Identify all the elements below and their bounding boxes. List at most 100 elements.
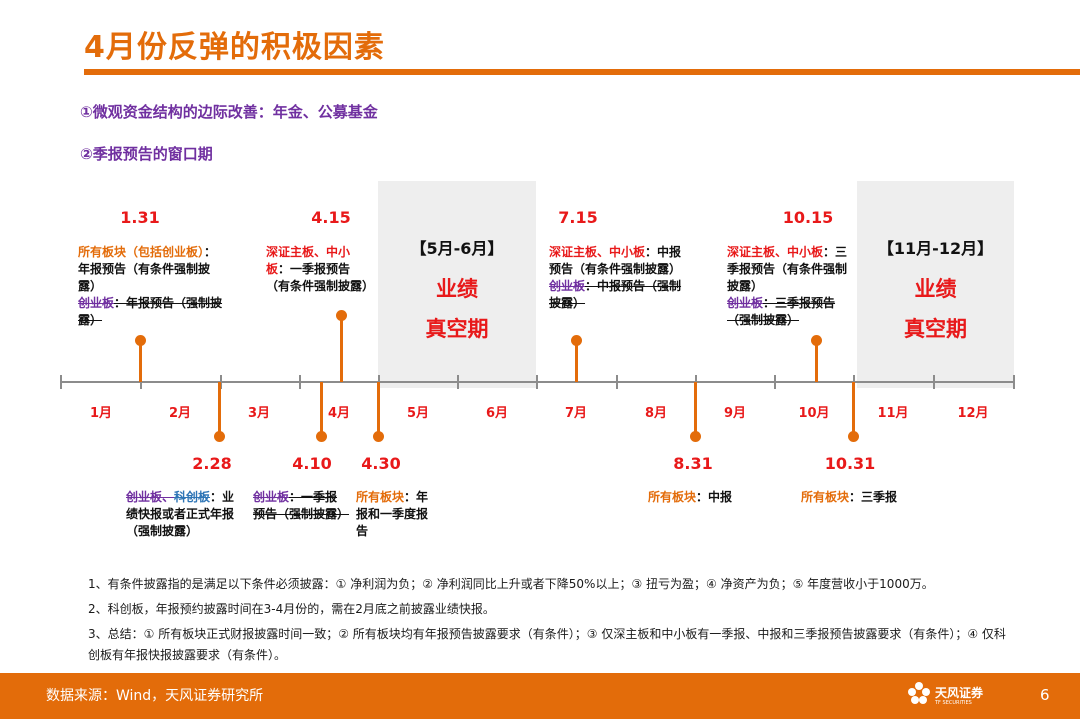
note-text: ：中报预告（有条件强制披露） [549,245,682,276]
note-text: ：一季报预告（有条件强制披露） [266,262,375,293]
blank-period-label: 业绩 [914,277,957,301]
logo-subtext: TF SECURITIES [935,700,972,706]
note-text: ：三季报预告（有条件强制披露） [727,245,848,293]
marker-stem [694,382,697,435]
blank-period-label: 真空期 [425,317,489,341]
marker-dot [336,310,347,321]
note-text-struck: ：三季报预告（强制披露） [727,296,836,327]
month-label: 9月 [723,406,747,421]
marker-dot [214,431,225,442]
note-board-struck: 创业板、 [126,490,175,504]
note-board: 深证主板、中小板 [549,245,646,259]
axis-tick [140,375,142,389]
axis-tick [457,375,459,389]
blank-period-label: 真空期 [904,317,967,341]
month-label: 10月 [798,406,830,421]
event-date: 7.15 [558,208,598,227]
marker-dot [571,335,582,346]
logo-text: 天风证券 [935,686,984,700]
marker-dot [373,431,384,442]
marker-stem [575,341,578,382]
event-date: 10.15 [782,208,834,227]
axis-tick [299,375,301,389]
footnotes: 1、有条件披露指的是满足以下条件必须披露：① 净利润为负；② 净利润同比上升或者… [88,574,1008,670]
month-label: 12月 [957,406,989,421]
event-date: 10.31 [824,454,876,473]
note-text-struck: ：中报预告（强制披露） [549,279,682,310]
note-board: 所有板块 [801,490,850,504]
footnote: 1、有条件披露指的是满足以下条件必须披露：① 净利润为负；② 净利润同比上升或者… [88,577,934,591]
title-underline [84,69,1080,75]
marker-stem [340,316,343,382]
axis-tick [774,375,776,389]
blank-period-may-jun: 【5月-6月】 业绩 真空期 [378,181,536,388]
marker-stem [377,382,380,435]
month-label: 6月 [485,406,509,421]
event-note: 深证主板、中小板：三季报预告（有条件强制披露） 创业板：三季报预告（强制披露） [727,244,855,329]
axis-tick [220,375,222,389]
flower-logo-icon [908,682,930,704]
point-fund-structure: ①微观资金结构的边际改善：年金、公募基金 [80,103,378,121]
event-date: 1.31 [120,208,160,227]
month-label: 11月 [877,406,909,421]
event-date: 2.28 [192,454,232,473]
event-note: 所有板块：中报 [648,489,768,506]
event-note: 深证主板、中小板：一季报预告（有条件强制披露） [266,244,374,295]
month-label: 5月 [406,406,430,421]
month-label: 4月 [327,406,351,421]
point-forecast-window: ②季报预告的窗口期 [80,145,213,163]
footnote: 2、科创板，年报预约披露时间在3-4月份的，需在2月底之前披露业绩快报。 [88,602,495,616]
month-label: 2月 [168,406,192,421]
note-board: 所有板块 [648,490,697,504]
event-date: 8.31 [673,454,713,473]
marker-dot [316,431,327,442]
page-number: 6 [1040,686,1050,704]
blank-period-range: 【5月-6月】 [410,239,504,258]
event-date: 4.30 [361,454,401,473]
note-board-struck: 创业板 [253,490,290,504]
month-label: 1月 [89,406,113,421]
note-text: ：中报 [696,490,733,504]
month-label: 8月 [644,406,668,421]
marker-dot [690,431,701,442]
blank-period-range: 【11月-12月】 [877,239,994,258]
event-note: 深证主板、中小板：中报预告（有条件强制披露） 创业板：中报预告（强制披露） [549,244,691,312]
event-date: 4.15 [311,208,351,227]
footer-bar: 数据来源：Wind，天风证券研究所 天风证券 TF SECURITIES 6 [0,673,1080,719]
month-label: 3月 [247,406,271,421]
marker-stem [218,382,221,435]
event-note: 所有板块：年报和一季度报告 [356,489,434,540]
marker-stem [852,382,855,435]
note-text: ：业绩快报或者正式年报（强制披露） [126,490,235,538]
note-board: 深证主板、中小板 [266,245,351,276]
note-text: ：三季报 [849,490,898,504]
note-board: 深证主板、中小板 [727,245,824,259]
note-board-struck: 创业板 [78,296,115,310]
note-board: 所有板块 [356,490,405,504]
note-board-struck: 科创板 [174,490,211,504]
axis-tick [616,375,618,389]
page-title: 4月份反弹的积极因素 [84,30,385,65]
month-label: 7月 [564,406,588,421]
axis-tick [536,375,538,389]
event-date: 4.10 [292,454,332,473]
note-text: ：年报预告（有条件强制披露） [78,245,217,293]
marker-stem [320,382,323,435]
note-board-struck: 创业板 [549,279,586,293]
axis-tick [60,375,62,389]
note-board: 所有板块（包括创业板） [78,245,205,259]
note-board-struck: 创业板 [727,296,764,310]
note-text-struck: ：一季报预告（强制披露） [253,490,350,521]
event-note: 所有板块：三季报 [801,489,931,506]
marker-dot [811,335,822,346]
event-note: 创业板、科创板：业绩快报或者正式年报（强制披露） [126,489,241,540]
footnote: 3、总结：① 所有板块正式财报披露时间一致；② 所有板块均有年报预告披露要求（有… [88,627,1006,662]
data-source: 数据来源：Wind，天风证券研究所 [46,688,264,704]
marker-stem [139,341,142,382]
marker-stem [815,341,818,382]
note-text: ：年报和一季度报告 [356,490,429,538]
company-logo: 天风证券 TF SECURITIES [905,679,995,713]
blank-period-nov-dec: 【11月-12月】 业绩 真空期 [857,181,1014,388]
axis-tick [933,375,935,389]
event-note: 所有板块（包括创业板）：年报预告（有条件强制披露） 创业板：年报预告（强制披露） [78,244,223,329]
